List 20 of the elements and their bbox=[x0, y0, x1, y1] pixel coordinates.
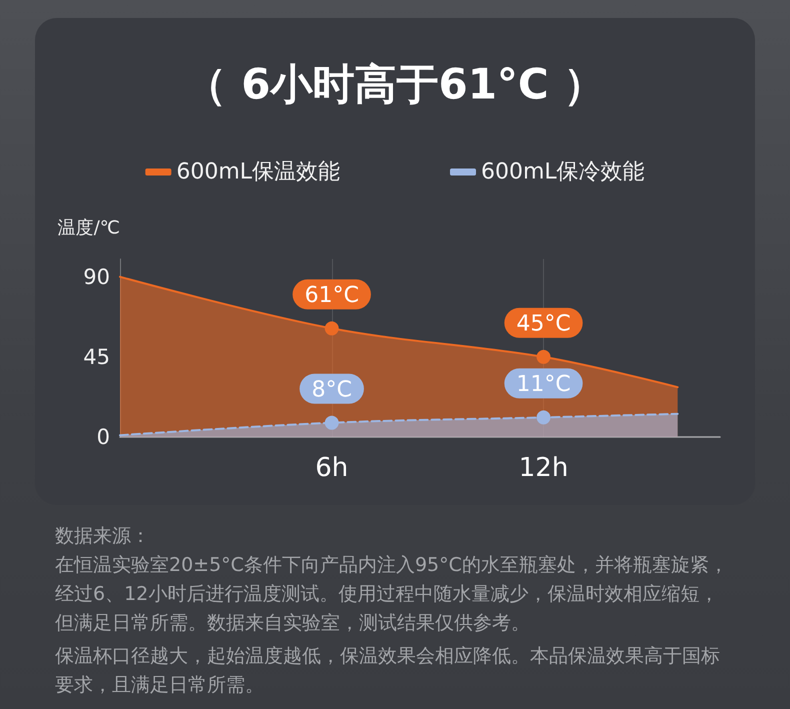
point bbox=[324, 416, 339, 430]
y-tick-label: 0 bbox=[96, 425, 110, 449]
legend-label: 600mL保温效能 bbox=[176, 160, 340, 184]
data-label: 8°C bbox=[312, 377, 352, 402]
y-axis-title: 温度/℃ bbox=[58, 218, 120, 238]
point bbox=[536, 410, 551, 424]
data-label: 61°C bbox=[304, 282, 359, 308]
x-tick-label: 12h bbox=[518, 453, 568, 483]
data-label: 11°C bbox=[516, 372, 571, 397]
y-tick-label: 45 bbox=[83, 344, 110, 369]
text: 保温杯口径越大，起始温度越低，保温效果会相应降低。本品保温效果高于国标要求，且满足日常所需。 bbox=[55, 644, 721, 698]
chart-title: （ 6小时高于61°C ） bbox=[184, 60, 606, 108]
point bbox=[324, 321, 339, 336]
legend-label: 600mL保冷效能 bbox=[481, 160, 645, 184]
y-tick-label: 90 bbox=[83, 264, 110, 289]
source-note: 数据来源： bbox=[55, 524, 151, 549]
text: 在恒温实验室20±5°C条件下向产品内注入95°C的水至瓶塞处，并将瓶塞旋紧，经过6、12小时后进行温度测试。使用过程中随水量减少，保温时效相应缩短，但满足日常所需。数据来自实验室，测试结果仅供参考。 bbox=[55, 553, 729, 636]
point bbox=[536, 350, 551, 364]
data-label: 45°C bbox=[516, 311, 571, 336]
x-tick-label: 6h bbox=[315, 453, 348, 483]
